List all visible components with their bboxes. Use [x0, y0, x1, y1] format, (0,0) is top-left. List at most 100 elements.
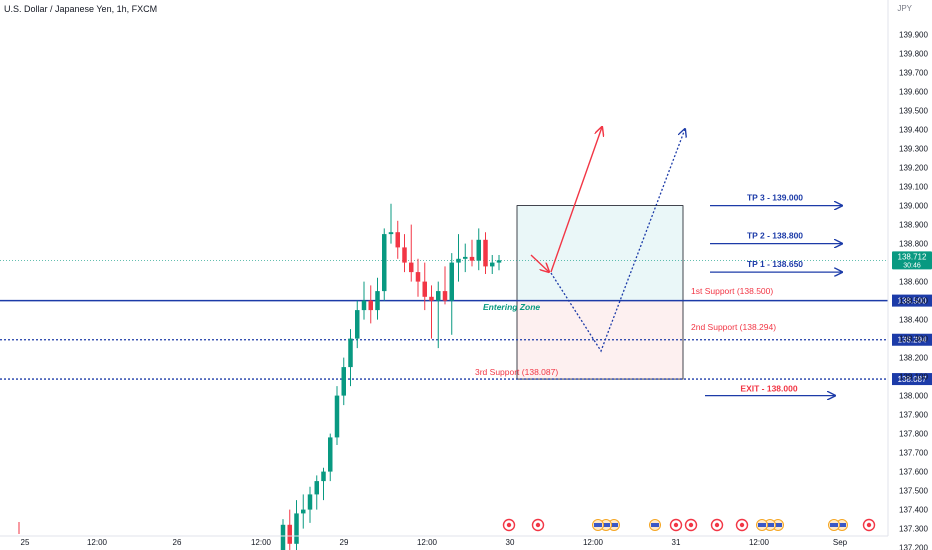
price-tick-label: 139.800 — [899, 50, 928, 59]
candle-body[interactable] — [449, 262, 455, 301]
time-tick-label: 26 — [173, 538, 182, 547]
price-tick-label: 139.500 — [899, 107, 928, 116]
economic-event-icon — [714, 522, 720, 528]
price-tick-label: 138.100 — [899, 373, 928, 382]
candle-body[interactable] — [442, 291, 448, 301]
price-axis: 137.200 137.300 137.400 137.500 137.600 137.7… — [887, 0, 932, 550]
candle-body[interactable] — [463, 256, 468, 259]
entry-arrow — [530, 254, 549, 272]
candles — [18, 203, 502, 550]
economic-event-icon — [673, 522, 679, 528]
us-flag-icon — [838, 523, 846, 527]
candle-body[interactable] — [496, 260, 502, 263]
us-flag-icon — [610, 523, 618, 527]
economic-event-icon — [739, 522, 745, 528]
candle-body[interactable] — [328, 437, 333, 472]
time-tick-label: 12:00 — [87, 538, 108, 547]
support1-label: 1st Support (138.500) — [691, 286, 773, 296]
price-tick-label: 139.100 — [899, 183, 928, 192]
time-tick-label: 25 — [21, 538, 30, 547]
us-flag-icon — [830, 523, 838, 527]
candle-body[interactable] — [314, 481, 320, 495]
candle-body[interactable] — [402, 247, 407, 263]
candle-body[interactable] — [469, 256, 475, 261]
candle-body[interactable] — [395, 232, 401, 248]
price-tick-label: 138.500 — [899, 297, 928, 306]
candle-body[interactable] — [409, 262, 414, 273]
candle-body[interactable] — [307, 494, 313, 510]
price-tick-label: 137.200 — [899, 544, 928, 550]
candle-body[interactable] — [301, 509, 306, 514]
level-price-label: 138.294 — [898, 336, 927, 345]
candle-body[interactable] — [483, 239, 488, 267]
exit-label: EXIT - 138.000 — [740, 384, 797, 394]
economic-event-icon — [506, 522, 512, 528]
tp1-label: TP 1 - 138.650 — [747, 259, 803, 269]
price-tick-label: 139.300 — [899, 145, 928, 154]
current-price-label: 138.712 — [898, 252, 927, 261]
candle-body[interactable] — [355, 310, 360, 339]
level-price-label: 138.500 — [898, 297, 927, 306]
candle-body[interactable] — [436, 291, 441, 301]
annotations: TP 3 - 139.000 TP 2 - 138.800 TP 1 - 138.6… — [475, 193, 803, 394]
price-tick-label: 139.600 — [899, 88, 928, 97]
take-profit-zone — [516, 205, 684, 302]
price-tick-label: 139.200 — [899, 164, 928, 173]
alternate-projection-arrow — [550, 129, 685, 353]
candle-body[interactable] — [348, 338, 353, 368]
projection-arrows — [530, 127, 842, 396]
economic-event-icon — [535, 522, 541, 528]
support3-label: 3rd Support (138.087) — [475, 367, 558, 377]
economic-event-icon — [866, 522, 872, 528]
candle-body[interactable] — [415, 272, 421, 282]
candle-body[interactable] — [341, 367, 347, 396]
time-tick-label: 12:00 — [251, 538, 272, 547]
candle-body[interactable] — [476, 239, 482, 261]
us-flag-icon — [758, 523, 766, 527]
current-price-tag — [892, 251, 932, 270]
candle-body[interactable] — [375, 291, 380, 311]
candle-body[interactable] — [287, 524, 293, 544]
price-tick-label: 137.400 — [899, 506, 928, 515]
tp2-label: TP 2 - 138.800 — [747, 231, 803, 241]
candle-body[interactable] — [429, 296, 434, 301]
level-price-label: 138.087 — [898, 375, 927, 384]
time-tick-label: 12:00 — [583, 538, 604, 547]
bar-countdown-label: 30:46 — [903, 262, 921, 269]
candle-body[interactable] — [456, 258, 461, 263]
candle-body[interactable] — [382, 234, 387, 292]
us-flag-icon — [766, 523, 774, 527]
candle-body[interactable] — [388, 232, 394, 235]
candle-body[interactable] — [422, 281, 428, 297]
tp3-label: TP 3 - 139.000 — [747, 193, 803, 203]
time-tick-label: Sep — [833, 538, 848, 547]
candle-body[interactable] — [490, 262, 495, 267]
us-flag-icon — [602, 523, 610, 527]
bullish-projection-arrow — [550, 127, 602, 273]
time-axis: 25 12:00 26 12:00 29 12:00 30 12:00 31 12:00 Sep — [0, 535, 888, 547]
candle-body[interactable] — [361, 300, 367, 311]
price-tick-label: 139.000 — [899, 202, 928, 211]
time-tick-label: 12:00 — [417, 538, 438, 547]
price-tick-label: 139.400 — [899, 126, 928, 135]
candle-body[interactable] — [368, 300, 374, 311]
time-tick-label: 30 — [506, 538, 515, 547]
price-tick-label: 137.700 — [899, 449, 928, 458]
chart-title: U.S. Dollar / Japanese Yen, 1h, FXCM — [4, 4, 158, 14]
candle-body[interactable] — [334, 395, 340, 438]
candle-body[interactable] — [321, 471, 326, 482]
economic-event-icon — [688, 522, 694, 528]
time-tick-label: 31 — [672, 538, 681, 547]
us-flag-icon — [774, 523, 782, 527]
level-price-tag — [892, 333, 932, 346]
time-tick-label: 12:00 — [749, 538, 770, 547]
us-flag-icon — [594, 523, 602, 527]
price-tick-label: 138.300 — [899, 335, 928, 344]
price-tick-label: 137.600 — [899, 468, 928, 477]
price-tick-label: 138.600 — [899, 278, 928, 287]
candle-body[interactable] — [294, 513, 299, 544]
candle-body[interactable] — [280, 524, 286, 550]
support2-label: 2nd Support (138.294) — [691, 322, 776, 332]
price-tick-label: 138.900 — [899, 221, 928, 230]
